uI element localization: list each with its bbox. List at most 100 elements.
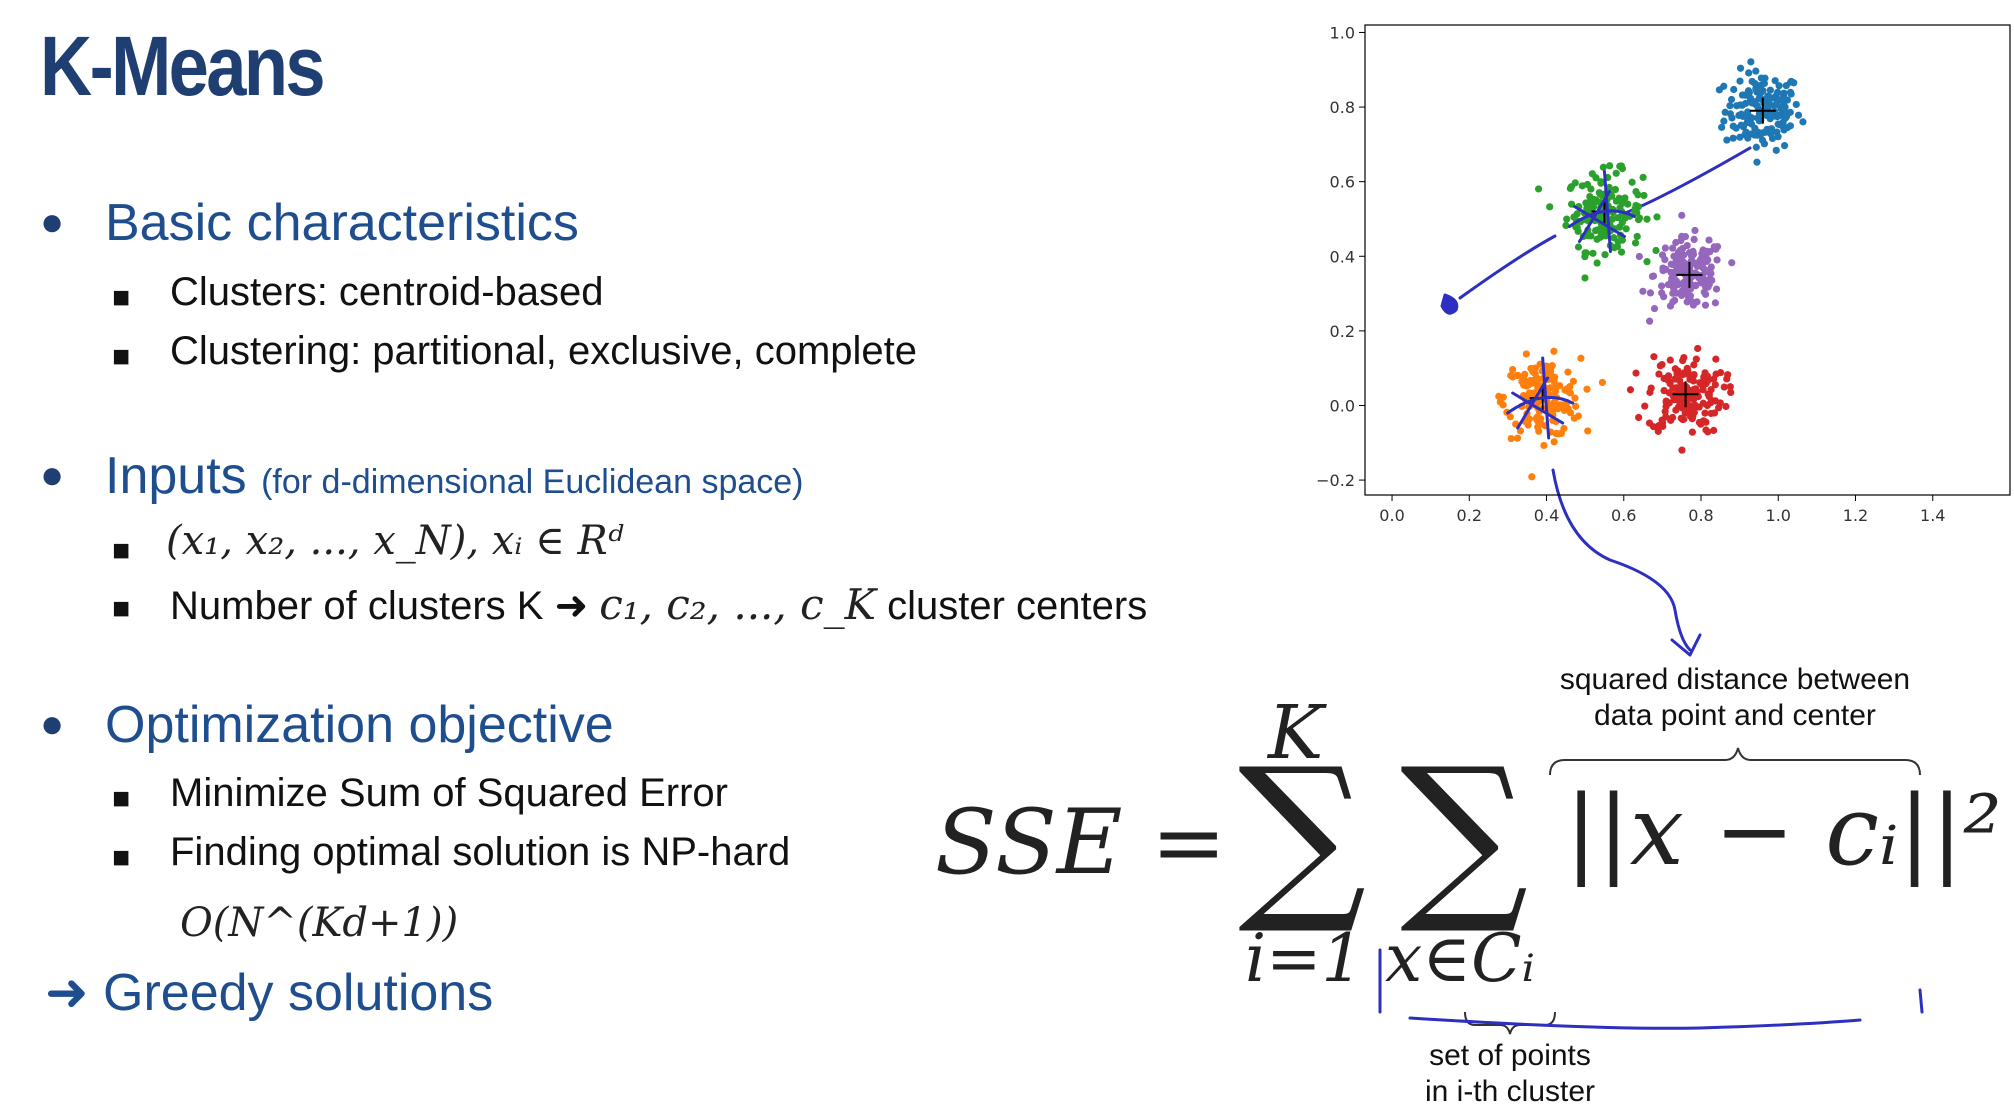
scatter-point xyxy=(1643,215,1651,223)
scatter-point xyxy=(1574,243,1583,251)
scatter-point xyxy=(1720,117,1728,125)
scatter-point xyxy=(1666,379,1674,388)
scatter-point xyxy=(1658,361,1666,369)
y-tick-label: 0.2 xyxy=(1330,322,1355,341)
scatter-point xyxy=(1650,304,1659,313)
scatter-point xyxy=(1622,225,1630,233)
scatter-point xyxy=(1695,418,1704,427)
scatter-point xyxy=(1559,401,1568,409)
scatter-point xyxy=(1740,91,1748,99)
scatter-point xyxy=(1547,368,1555,376)
scatter-point xyxy=(1665,399,1673,407)
scatter-point xyxy=(1675,268,1683,276)
scatter-point xyxy=(1647,384,1655,392)
annotation-line: set of points xyxy=(1429,1039,1591,1072)
scatter-point xyxy=(1513,434,1522,442)
scatter-point xyxy=(1628,178,1636,186)
scatter-point xyxy=(1748,99,1756,107)
scatter-point xyxy=(1767,125,1776,133)
scatter-point xyxy=(1666,302,1675,310)
pen-annotation xyxy=(1567,170,1636,254)
y-tick-label: 1.0 xyxy=(1330,23,1355,42)
scatter-point xyxy=(1701,409,1709,417)
plot-frame xyxy=(1364,24,2011,496)
scatter-point xyxy=(1686,375,1694,383)
scatter-point xyxy=(1712,285,1721,293)
scatter-point xyxy=(1645,419,1654,427)
scatter-point xyxy=(1528,473,1536,481)
item-np-hard: Finding optimal solution is NP-hard xyxy=(170,830,791,874)
scatter-point xyxy=(1712,355,1720,363)
square-bullet-icon: ■ xyxy=(112,841,131,874)
formula-sum1-bottom: i=1 xyxy=(1245,920,1364,997)
x-tick-label: 1.4 xyxy=(1920,506,1945,525)
scatter-point xyxy=(1705,392,1713,401)
scatter-point xyxy=(1552,429,1560,438)
scatter-point xyxy=(1752,67,1760,75)
scatter-point xyxy=(1781,103,1789,111)
scatter-point xyxy=(1569,377,1577,385)
scatter-point xyxy=(1701,290,1710,298)
y-tick-label: −0.2 xyxy=(1316,471,1355,490)
scatter-point xyxy=(1578,182,1586,190)
formula-summand: ||x − cᵢ||² xyxy=(1565,775,2002,887)
scatter-point xyxy=(1730,85,1738,94)
scatter-point xyxy=(1614,214,1622,222)
scatter-point xyxy=(1592,196,1600,204)
scatter-point xyxy=(1658,251,1667,259)
scatter-point xyxy=(1581,274,1589,282)
scatter-point xyxy=(1564,368,1572,376)
scatter-point xyxy=(1672,238,1680,247)
scatter-point xyxy=(1546,203,1554,211)
scatter-point xyxy=(1704,283,1712,291)
scatter-point xyxy=(1773,97,1781,105)
scatter-point xyxy=(1699,386,1707,394)
scatter-point xyxy=(1658,289,1666,297)
scatter-point xyxy=(1678,211,1686,219)
scatter-point xyxy=(1533,413,1541,421)
scatter-point xyxy=(1713,256,1721,264)
scatter-point xyxy=(1601,251,1609,259)
scatter-point xyxy=(1562,221,1570,230)
scatter-point xyxy=(1757,74,1765,82)
scatter-point xyxy=(1597,230,1606,238)
scatter-point xyxy=(1680,354,1688,362)
scatter-point xyxy=(1584,232,1592,240)
scatter-point xyxy=(1708,276,1716,284)
scatter-point xyxy=(1670,261,1678,269)
scatter-point xyxy=(1779,118,1787,126)
scatter-point xyxy=(1786,88,1795,96)
scatter-point xyxy=(1668,281,1676,289)
scatter-point xyxy=(1662,413,1670,421)
sum-symbol-icon: ∑ xyxy=(1400,730,1529,939)
scatter-point xyxy=(1635,214,1644,222)
square-bullet-icon: ■ xyxy=(112,281,131,314)
scatter-point xyxy=(1739,112,1747,120)
scatter-point xyxy=(1704,377,1712,385)
scatter-point xyxy=(1674,248,1682,257)
scatter-point xyxy=(1615,194,1623,202)
pen-dot-icon xyxy=(1440,293,1459,315)
scatter-point xyxy=(1662,265,1670,274)
scatter-point xyxy=(1673,374,1681,382)
scatter-point xyxy=(1654,427,1662,435)
scatter-point xyxy=(1665,389,1674,397)
scatter-point xyxy=(1534,423,1542,431)
complexity-math: O(N^(Kd+1)) xyxy=(180,900,459,946)
scatter-point xyxy=(1799,118,1807,126)
centroid-marker xyxy=(1676,261,1703,288)
formula-sum1-top: K xyxy=(1268,690,1324,776)
scatter-point xyxy=(1641,402,1649,410)
scatter-point xyxy=(1775,82,1783,90)
scatter-point xyxy=(1680,251,1688,259)
scatter-point xyxy=(1548,362,1556,370)
scatter-point xyxy=(1618,219,1626,227)
scatter-point xyxy=(1702,257,1711,266)
scatter-point xyxy=(1760,79,1768,87)
scatter-point xyxy=(1686,292,1695,300)
scatter-point xyxy=(1680,415,1688,423)
item-cluster-centers-text: cluster centers xyxy=(887,584,1148,628)
scatter-point xyxy=(1716,369,1725,377)
scatter-point xyxy=(1792,100,1800,109)
